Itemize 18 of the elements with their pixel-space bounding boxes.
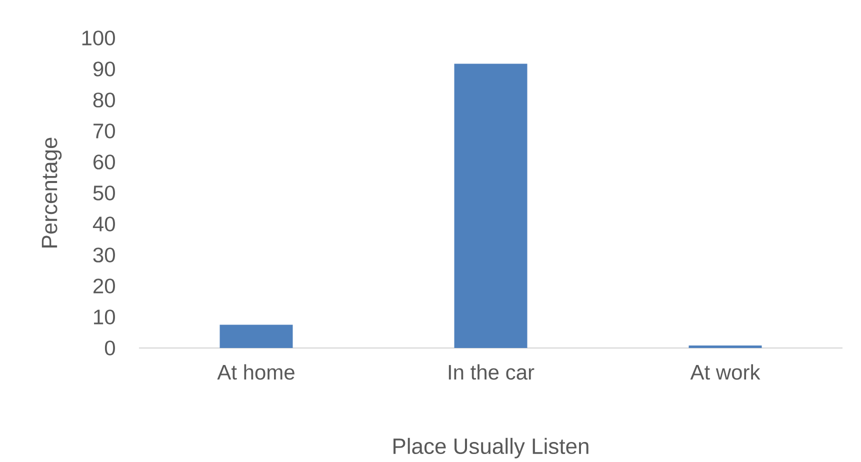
x-axis-title: Place Usually Listen [394,438,588,458]
x-tick-label: At home [217,364,294,380]
y-tick-label: 40 [92,216,115,232]
y-tick-label: 10 [94,310,115,324]
y-tick-label: 70 [94,124,115,138]
y-tick-label: 90 [93,62,115,76]
x-tick-label: In the car [448,364,534,380]
y-tick-label: 30 [93,248,115,262]
y-tick-label: 60 [94,154,115,170]
y-tick-label: 50 [93,186,115,200]
x-tick-label: At work [690,364,760,380]
y-tick-label: 20 [94,278,115,294]
y-tick-label: 0 [104,340,115,356]
bar [454,64,528,348]
y-tick-label: 100 [82,30,115,46]
y-axis-title: Percentage [42,138,62,248]
y-tick-label: 80 [93,92,115,108]
bar [220,324,293,348]
